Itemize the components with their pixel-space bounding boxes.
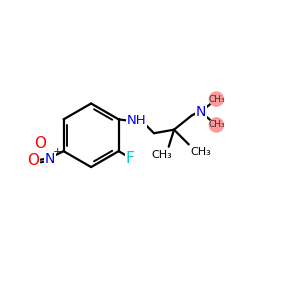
Text: O: O xyxy=(34,136,46,151)
Text: O: O xyxy=(27,153,39,168)
Text: F: F xyxy=(126,152,134,166)
Circle shape xyxy=(209,92,224,106)
Text: NH: NH xyxy=(127,114,146,127)
Text: CH₃: CH₃ xyxy=(208,121,225,130)
Text: CH₃: CH₃ xyxy=(152,150,172,160)
Text: CH₃: CH₃ xyxy=(208,94,225,103)
Circle shape xyxy=(209,118,224,132)
Text: CH₃: CH₃ xyxy=(190,147,211,157)
Text: N: N xyxy=(196,105,206,119)
Text: +: + xyxy=(53,147,62,158)
Text: N: N xyxy=(45,152,56,166)
